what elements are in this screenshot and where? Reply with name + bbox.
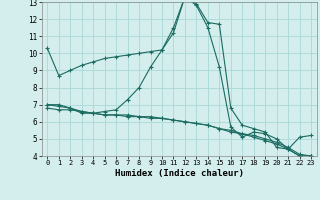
X-axis label: Humidex (Indice chaleur): Humidex (Indice chaleur) — [115, 169, 244, 178]
